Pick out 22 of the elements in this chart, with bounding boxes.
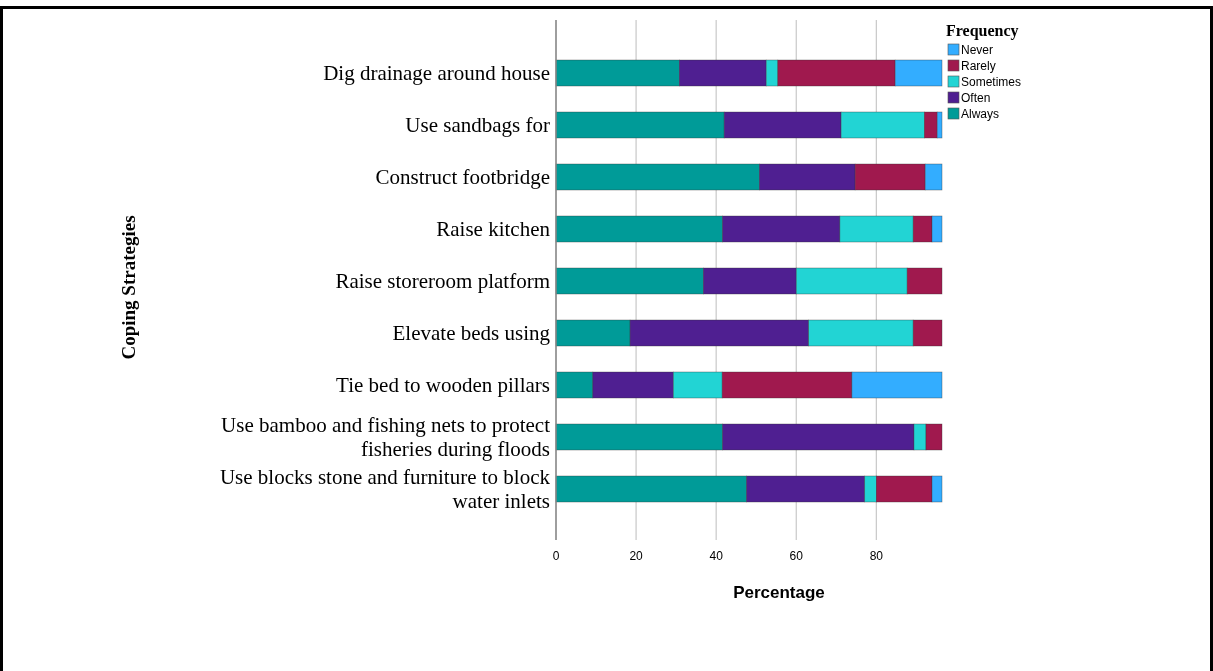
legend-title: Frequency: [946, 22, 1019, 40]
y-tick-label: Use sandbags for: [405, 113, 550, 137]
x-tick-label: 0: [552, 549, 560, 563]
y-tick-label: Use blocks stone and furniture to block water inlets: [219, 465, 551, 513]
x-tick-label: 60: [789, 549, 804, 563]
x-axis-title: Percentage: [733, 583, 825, 602]
legend-label: Rarely: [961, 59, 996, 73]
y-tick-label: Raise storeroom platform: [335, 269, 550, 293]
y-axis-title: Coping Strategies: [118, 215, 139, 360]
y-tick-label: Elevate beds using: [392, 321, 551, 345]
y-tick-label: Tie bed to wooden pillars: [336, 373, 550, 397]
x-tick-label: 20: [629, 549, 644, 563]
y-tick-label: Use bamboo and fishing nets to protect fisheries during floods: [221, 413, 551, 461]
y-tick-label: Construct footbridge: [375, 165, 550, 189]
x-tick-label: 80: [869, 549, 884, 563]
legend-label: Always: [961, 107, 1000, 121]
legend-label: Often: [961, 91, 991, 105]
legend-label: Sometimes: [961, 75, 1022, 89]
x-tick-label: 40: [709, 549, 724, 563]
y-tick-label: Dig drainage around house: [323, 61, 550, 85]
legend-label: Never: [961, 43, 994, 57]
y-tick-label: Raise kitchen: [436, 217, 551, 241]
